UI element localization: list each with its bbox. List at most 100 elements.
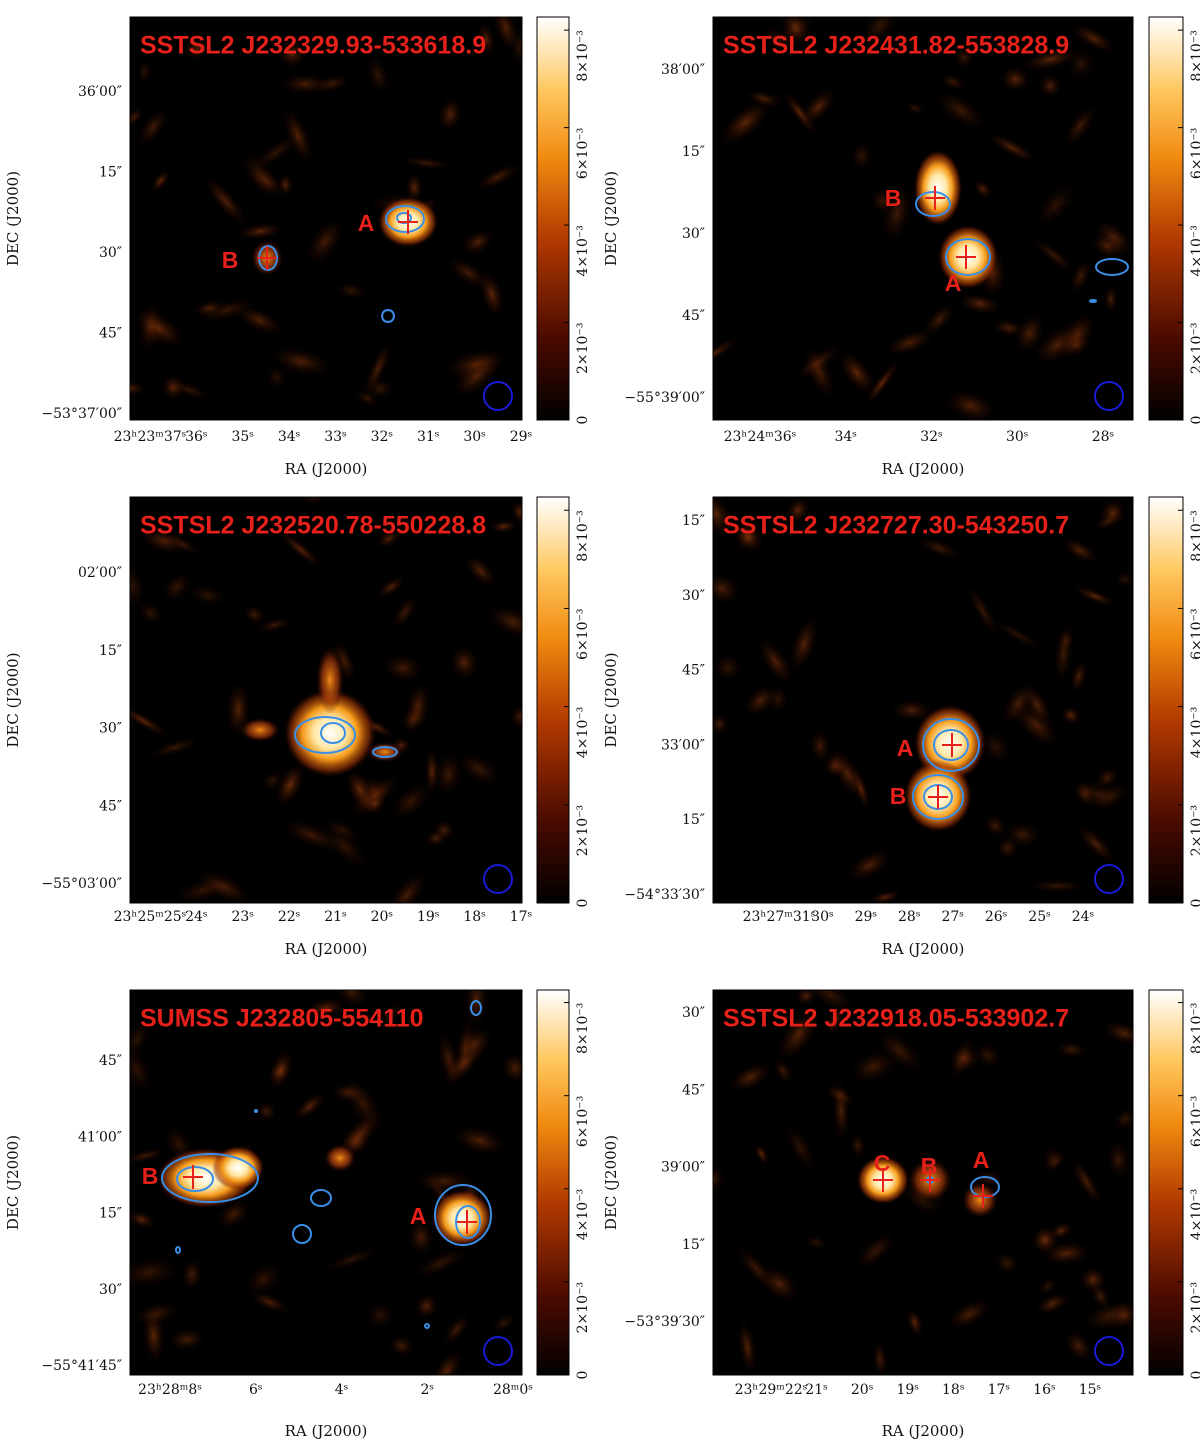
noise: [249, 1290, 290, 1314]
noise: [864, 360, 900, 406]
x-axis-label: RA (J2000): [285, 940, 368, 958]
noise: [501, 1052, 522, 1084]
x-tick-label: 30ˢ: [463, 429, 486, 445]
noise: [872, 1341, 888, 1375]
contour: [945, 238, 991, 276]
image: [713, 990, 1133, 1375]
noise: [743, 684, 778, 717]
noise: [803, 345, 836, 400]
noise: [342, 1077, 383, 1131]
noise: [137, 107, 169, 147]
noise: [452, 1125, 507, 1156]
noise: [994, 1251, 1020, 1275]
noise: [169, 380, 210, 400]
noise: [1035, 1292, 1070, 1316]
noise: [130, 1256, 181, 1288]
noise: [293, 1091, 327, 1121]
noise: [1070, 1157, 1103, 1207]
noise: [376, 528, 402, 548]
source-emission: [1031, 1226, 1059, 1254]
noise: [917, 537, 961, 560]
noise: [449, 644, 480, 681]
x-tick-label: 23ʰ29ᵐ22ˢ: [735, 1382, 808, 1398]
y-tick-label: 45″: [99, 798, 122, 814]
noise: [1090, 233, 1124, 259]
noise: [181, 1257, 203, 1292]
colorbar: [536, 496, 570, 904]
source-label: A: [945, 270, 962, 296]
contour: [912, 774, 964, 820]
x-tick-label: 29ˢ: [510, 429, 533, 445]
x-tick-label: 23ʰ23ᵐ37ˢ: [114, 429, 187, 445]
noise: [993, 619, 1044, 651]
source-emission: [432, 1190, 492, 1246]
contour: [1089, 299, 1097, 303]
noise: [405, 173, 424, 202]
noise: [1101, 1020, 1133, 1047]
noise: [305, 217, 345, 266]
noise: [832, 1079, 850, 1143]
y-tick-label: 45″: [682, 1082, 705, 1098]
noise: [737, 1320, 757, 1374]
x-tick-label: 32ˢ: [371, 429, 394, 445]
image: [130, 17, 522, 420]
noise: [809, 728, 831, 764]
noise: [760, 1266, 799, 1302]
noise: [922, 302, 956, 337]
noise: [890, 698, 934, 722]
noise: [391, 595, 419, 629]
colorbar-tick-label: 8×10⁻³: [575, 30, 591, 81]
panel: B A SSTSL2 J232431.82-553828.9 23ʰ24ᵐ36ˢ 34ˢ…: [602, 16, 1200, 478]
colorbar-tick-label: 8×10⁻³: [575, 1003, 591, 1054]
noise: [161, 571, 193, 603]
noise: [180, 36, 213, 61]
colorbar-tick-label: 6×10⁻³: [1189, 608, 1200, 659]
noise: [1070, 23, 1116, 54]
contour: [1095, 258, 1129, 276]
noise: [758, 26, 798, 51]
noise: [237, 222, 284, 240]
contour: [381, 309, 395, 323]
x-tick-label: 17ˢ: [988, 1382, 1011, 1398]
noise: [973, 179, 993, 199]
y-tick-label: 30″: [682, 588, 705, 604]
noise: [1032, 237, 1076, 273]
noise: [366, 1301, 395, 1329]
panel: AB SSTSL2 J232727.30-543250.7 23ʰ27ᵐ31ˢ30ˢ…: [602, 496, 1200, 958]
source-emission: [275, 762, 305, 808]
noise: [244, 1262, 283, 1296]
noise: [280, 73, 330, 95]
colorbar: [536, 16, 570, 421]
noise: [490, 1313, 517, 1333]
x-tick-label: 28ᵐ0ˢ: [493, 1382, 533, 1398]
noise: [875, 1028, 925, 1073]
noise: [447, 256, 490, 290]
y-tick-label: 15″: [682, 1237, 705, 1253]
y-tick-label: 39′00″: [661, 1160, 705, 1176]
panel: B A SUMSS J232805-554110 23ʰ28ᵐ8ˢ 6ˢ 4ˢ 2ˢ 28ᵐ0…: [4, 989, 591, 1440]
noise: [383, 652, 424, 683]
x-tick-label: 21ˢ: [324, 909, 347, 925]
x-tick-label: 24ˢ: [1072, 909, 1095, 925]
panel-title: SSTSL2 J232520.78-550228.8: [140, 512, 486, 540]
panel-title: SSTSL2 J232727.30-543250.7: [723, 512, 1069, 540]
x-tick-label: 23ʰ25ᵐ25ˢ: [114, 909, 187, 925]
noise: [433, 751, 463, 798]
source-label: B: [885, 185, 902, 211]
noise: [1076, 782, 1097, 805]
colorbar-tick-label: 8×10⁻³: [1189, 1003, 1200, 1054]
x-tick-label: 15ˢ: [1079, 1382, 1102, 1398]
x-tick-label: 28ˢ: [898, 909, 921, 925]
noise: [958, 293, 1002, 315]
noise: [1090, 1283, 1111, 1310]
panel: A B SSTSL2 J232329.93-533618.9 23ʰ23ᵐ37ˢ36ˢ…: [4, 16, 591, 478]
noise: [789, 616, 819, 673]
panel-title: SSTSL2 J232918.05-533902.7: [723, 1005, 1069, 1033]
image-frame: [712, 989, 1134, 1376]
colorbar-tick-label: 6×10⁻³: [1189, 128, 1200, 179]
noise: [464, 554, 497, 588]
noise: [1076, 824, 1116, 864]
image: [130, 990, 522, 1375]
noise: [408, 1219, 435, 1256]
